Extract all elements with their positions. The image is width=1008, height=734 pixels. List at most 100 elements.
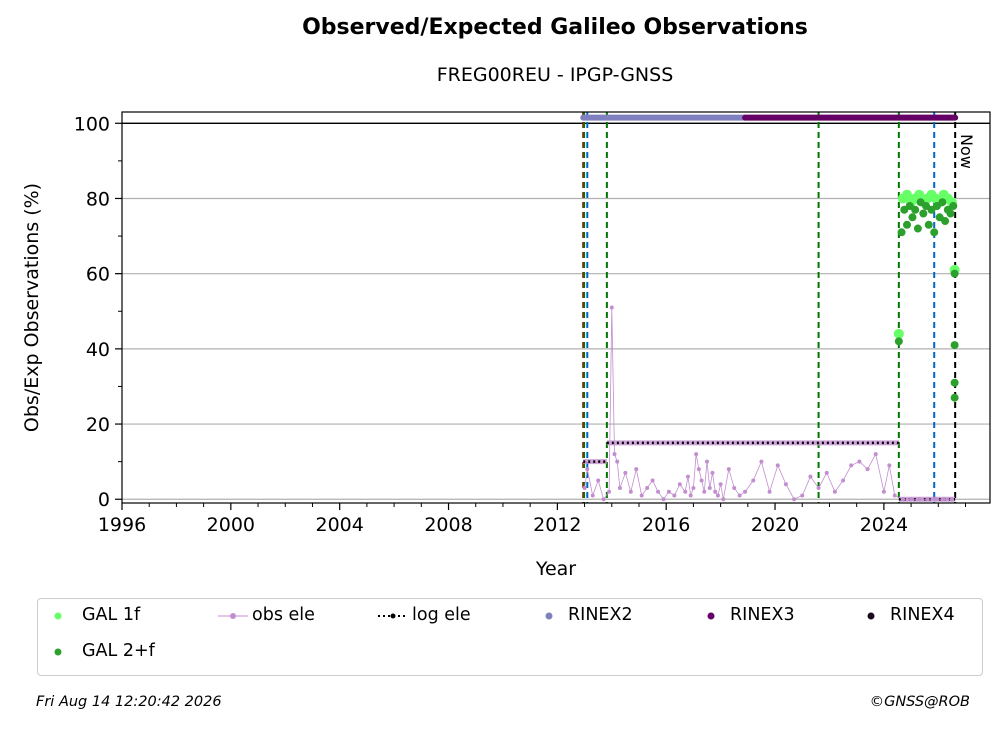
obs-ele-point (696, 467, 701, 472)
gal-2f-point (946, 209, 955, 218)
obs-ele-point (702, 489, 707, 494)
obs-ele-point (841, 478, 846, 483)
y-tick-label: 20 (86, 414, 110, 436)
x-tick-label: 2020 (751, 514, 799, 536)
gal-2f-point (924, 220, 933, 229)
legend-label-rinex2: RINEX2 (568, 605, 633, 625)
legend-label-log-ele: log ele (412, 605, 471, 625)
obs-ele-point (775, 463, 780, 468)
obs-ele-point (685, 474, 690, 479)
obs-ele-point (726, 467, 731, 472)
legend: GAL 1f obs ele log ele RINEX2 RINEX3 RIN… (37, 598, 983, 676)
footer-credit: ©GNSS@ROB (869, 694, 970, 710)
obs-ele-point (596, 478, 601, 483)
obs-ele-point (933, 497, 938, 502)
gal-1f-point (902, 189, 913, 200)
gal-2f-point (949, 201, 958, 210)
obs-ele-point (873, 452, 878, 457)
obs-ele-point (645, 485, 650, 490)
x-tick-label: 2012 (533, 514, 581, 536)
obs-ele-point (590, 493, 595, 498)
obs-ele-point (661, 497, 666, 502)
gal-2f-point (897, 228, 906, 237)
obs-ele-point (824, 470, 829, 475)
obs-ele-point (650, 478, 655, 483)
y-tick-label: 100 (74, 113, 110, 135)
obs-ele-point (612, 452, 617, 457)
obs-ele-point (585, 467, 590, 472)
obs-ele-point (857, 459, 862, 464)
x-tick-label: 1996 (98, 514, 146, 536)
gal-1f-marker-icon (48, 608, 78, 622)
obs-ele-point (900, 497, 905, 502)
obs-ele-point (892, 493, 897, 498)
rinex2-marker-icon (534, 608, 564, 622)
obs-ele-point (832, 489, 837, 494)
gal-2f-point (908, 213, 917, 222)
gal-2f-point (950, 341, 959, 350)
plot-frame (121, 111, 991, 504)
obs-ele-point (694, 452, 699, 457)
obs-ele-point (917, 497, 922, 502)
x-tick-label: 2024 (860, 514, 908, 536)
axes: 1996 2000 2004 2008 2012 2016 2020 2024 0 20 40 60 8… (74, 113, 967, 536)
obs-ele-point (808, 474, 813, 479)
obs-ele-point (656, 489, 661, 494)
legend-item-obs-ele: obs ele (218, 605, 315, 625)
log-ele-marker-icon (378, 608, 408, 622)
gal-2f-point (950, 393, 959, 402)
gal-2f-marker-icon (48, 644, 78, 658)
obs-ele-point (683, 489, 688, 494)
obs-ele-point (707, 485, 712, 490)
obs-ele-point (909, 497, 914, 502)
obs-ele-point (949, 497, 954, 502)
obs-ele-point (688, 493, 693, 498)
chart-subtitle: FREG00REU - IPGP-GNSS (436, 64, 674, 86)
gal-2f-point (930, 228, 939, 237)
obs-ele-point (783, 482, 788, 487)
obs-ele-point (732, 485, 737, 490)
gal-2f-point (894, 337, 903, 346)
obs-ele-point (925, 497, 930, 502)
x-tick-label: 2004 (316, 514, 364, 536)
chart-plot: 1996 2000 2004 2008 2012 2016 2020 2024 0 20 40 60 8… (21, 111, 991, 580)
gal-2f-point (941, 217, 950, 226)
now-label: Now (957, 134, 976, 169)
obs-ele-point (699, 478, 704, 483)
obs-ele-point (718, 482, 723, 487)
chart-title: Observed/Expected Galileo Observations (302, 15, 808, 40)
obs-ele-point (792, 497, 797, 502)
legend-label-obs-ele: obs ele (252, 605, 315, 625)
legend-label-rinex3: RINEX3 (730, 605, 795, 625)
x-tick-label: 2008 (424, 514, 472, 536)
obs-ele-point (677, 482, 682, 487)
data-series (580, 114, 960, 502)
obs-ele-point (634, 467, 639, 472)
obs-ele-point (615, 459, 620, 464)
gal-2f-point (919, 209, 928, 218)
obs-ele-point (721, 497, 726, 502)
legend-label-gal-2f: GAL 2+f (82, 641, 155, 661)
gal-2f-point (950, 269, 959, 278)
obs-ele-point (705, 459, 710, 464)
obs-ele-point (881, 489, 886, 494)
y-tick-label: 40 (86, 339, 110, 361)
x-tick-label: 2000 (207, 514, 255, 536)
legend-item-rinex3: RINEX3 (696, 605, 795, 625)
y-axis-label: Obs/Exp Observations (%) (21, 183, 43, 432)
obs-ele-point (639, 493, 644, 498)
vertical-event-lines (582, 112, 957, 503)
obs-ele-point (609, 305, 614, 310)
legend-item-rinex2: RINEX2 (534, 605, 633, 625)
grid-lines (122, 122, 990, 500)
legend-item-gal-2f: GAL 2+f (48, 641, 155, 661)
obs-ele-point (582, 485, 587, 490)
obs-ele-point (800, 493, 805, 498)
rinex3-marker-icon (696, 608, 726, 622)
obs-ele-point (715, 493, 720, 498)
obs-ele-point (691, 485, 696, 490)
x-tick-label: 2016 (642, 514, 690, 536)
obs-ele-point (607, 489, 612, 494)
obs-ele-point (710, 470, 715, 475)
obs-ele-point (737, 493, 742, 498)
